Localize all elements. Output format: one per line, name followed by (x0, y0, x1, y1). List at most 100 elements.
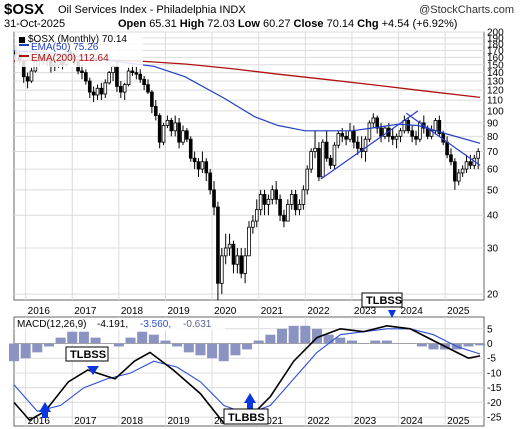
candle-body (84, 72, 88, 82)
candle-body (80, 70, 84, 74)
candle-body (456, 172, 461, 182)
macd-histogram-bar (148, 334, 159, 344)
buy-arrow-2016-stem (42, 412, 48, 418)
candle-body (119, 86, 123, 93)
tlbss-top-label: TLBSS (366, 295, 402, 307)
ema50-legend-swatch (19, 44, 29, 46)
price-tick-label: 120 (487, 86, 504, 97)
candle-body (146, 84, 150, 93)
macd-legend-label: MACD(12,26,9) (17, 319, 86, 330)
macd-histogram-bar (160, 340, 171, 344)
index-name: Oil Services Index - Philadelphia INDX (58, 4, 246, 16)
price-x-tick-label: 2018 (121, 306, 144, 317)
macd-histogram-bar (137, 331, 148, 344)
macd-histogram-bar (300, 325, 311, 344)
buy-arrow-2016 (39, 402, 51, 412)
macd-x-tick-label: 2023 (354, 416, 377, 427)
macd-histogram-bar (381, 340, 392, 344)
price-tick-label: 40 (487, 211, 499, 222)
candle-body (122, 84, 127, 93)
price-tick-label: 30 (487, 243, 499, 254)
macd-histogram-bar (113, 343, 124, 347)
candle-body (177, 122, 181, 143)
macd-histogram-bar (428, 343, 439, 350)
price-x-tick-label: 2016 (28, 306, 51, 317)
candle-body (142, 78, 146, 86)
candle-body (468, 161, 473, 166)
price-x-tick-label: 2019 (167, 306, 190, 317)
candle-body (336, 133, 341, 146)
macd-histogram-bar (288, 325, 299, 344)
candle-body (390, 135, 395, 140)
low-value: 60.27 (262, 18, 291, 30)
candle-body (433, 120, 438, 132)
candle-body (352, 130, 356, 143)
candle-body (344, 135, 348, 140)
chg-label: Chg (357, 18, 379, 30)
candle-body (375, 117, 379, 129)
candle-body (173, 122, 177, 132)
candle-body (332, 144, 337, 166)
candle-body (301, 189, 306, 205)
candle-body (324, 141, 329, 159)
macd-legend-value: -4.191, (97, 319, 128, 330)
tlbbs-label: TLBBS (228, 412, 265, 424)
candle-body (348, 130, 352, 140)
candle-body (169, 120, 174, 132)
macd-histogram-bar (207, 343, 218, 359)
candle-body (437, 120, 442, 134)
candle-body (165, 120, 170, 126)
candle-body (99, 87, 104, 95)
macd-x-tick-label: 2019 (167, 416, 190, 427)
macd-x-tick-label: 2018 (121, 416, 144, 427)
candle-body (441, 133, 446, 143)
macd-histogram-bar (125, 337, 136, 344)
candle-body (309, 151, 313, 170)
candle-body (297, 203, 302, 211)
candle-body (402, 120, 407, 132)
price-tick-label: 70 (487, 147, 499, 158)
low-label: Low (237, 18, 260, 30)
tlbss-mid-arrow (87, 366, 99, 375)
candle-body (231, 243, 236, 265)
price-tick-label: 100 (487, 106, 504, 117)
candle-body (192, 157, 197, 163)
candle-body (103, 82, 108, 95)
trendline (320, 110, 419, 180)
candle-body (212, 189, 216, 208)
price-tick-label: 160 (487, 53, 504, 64)
candle-body (153, 106, 158, 116)
macd-histogram-bar (230, 343, 241, 356)
price-tick-label: 50 (487, 185, 499, 196)
macd-legend-bg (15, 318, 225, 330)
candle-body (188, 138, 193, 159)
candle-body (410, 130, 414, 137)
macd-legend: MACD(12,26,9) -4.191, -3.560, -0.631 (15, 318, 225, 330)
price-x-tick-label: 2021 (261, 306, 284, 317)
macd-histogram-bar (311, 328, 322, 344)
hist-legend-value: -0.631 (183, 319, 212, 330)
price-x-tick-label: 2024 (401, 306, 424, 317)
price-tick-label: 90 (487, 118, 499, 129)
candle-body (251, 220, 255, 228)
macd-histogram-bar (195, 343, 206, 356)
macd-histogram-bar (335, 337, 346, 344)
candle-body (227, 243, 232, 249)
tlbbs-arrow (244, 393, 256, 403)
macd-histogram-bar (43, 343, 54, 347)
macd-histogram-bar (20, 343, 31, 359)
candle-body (266, 198, 271, 205)
macd-marks (9, 324, 486, 424)
candle-body (270, 189, 275, 200)
candle-body (258, 194, 263, 211)
chg-value: +4.54 (+6.92%) (381, 18, 458, 30)
candle-body (321, 141, 325, 178)
candle-body (243, 255, 247, 274)
macd-tick-label: -5 (487, 354, 496, 365)
macd-histogram-bar (218, 343, 229, 362)
macd-histogram-bar (277, 328, 288, 344)
price-legend: $OSX (Monthly) 70.14 EMA(50) 75.26 EMA(2… (15, 33, 143, 67)
candle-body (449, 154, 453, 163)
candle-body (371, 117, 376, 124)
high-value: 72.03 (207, 18, 235, 30)
